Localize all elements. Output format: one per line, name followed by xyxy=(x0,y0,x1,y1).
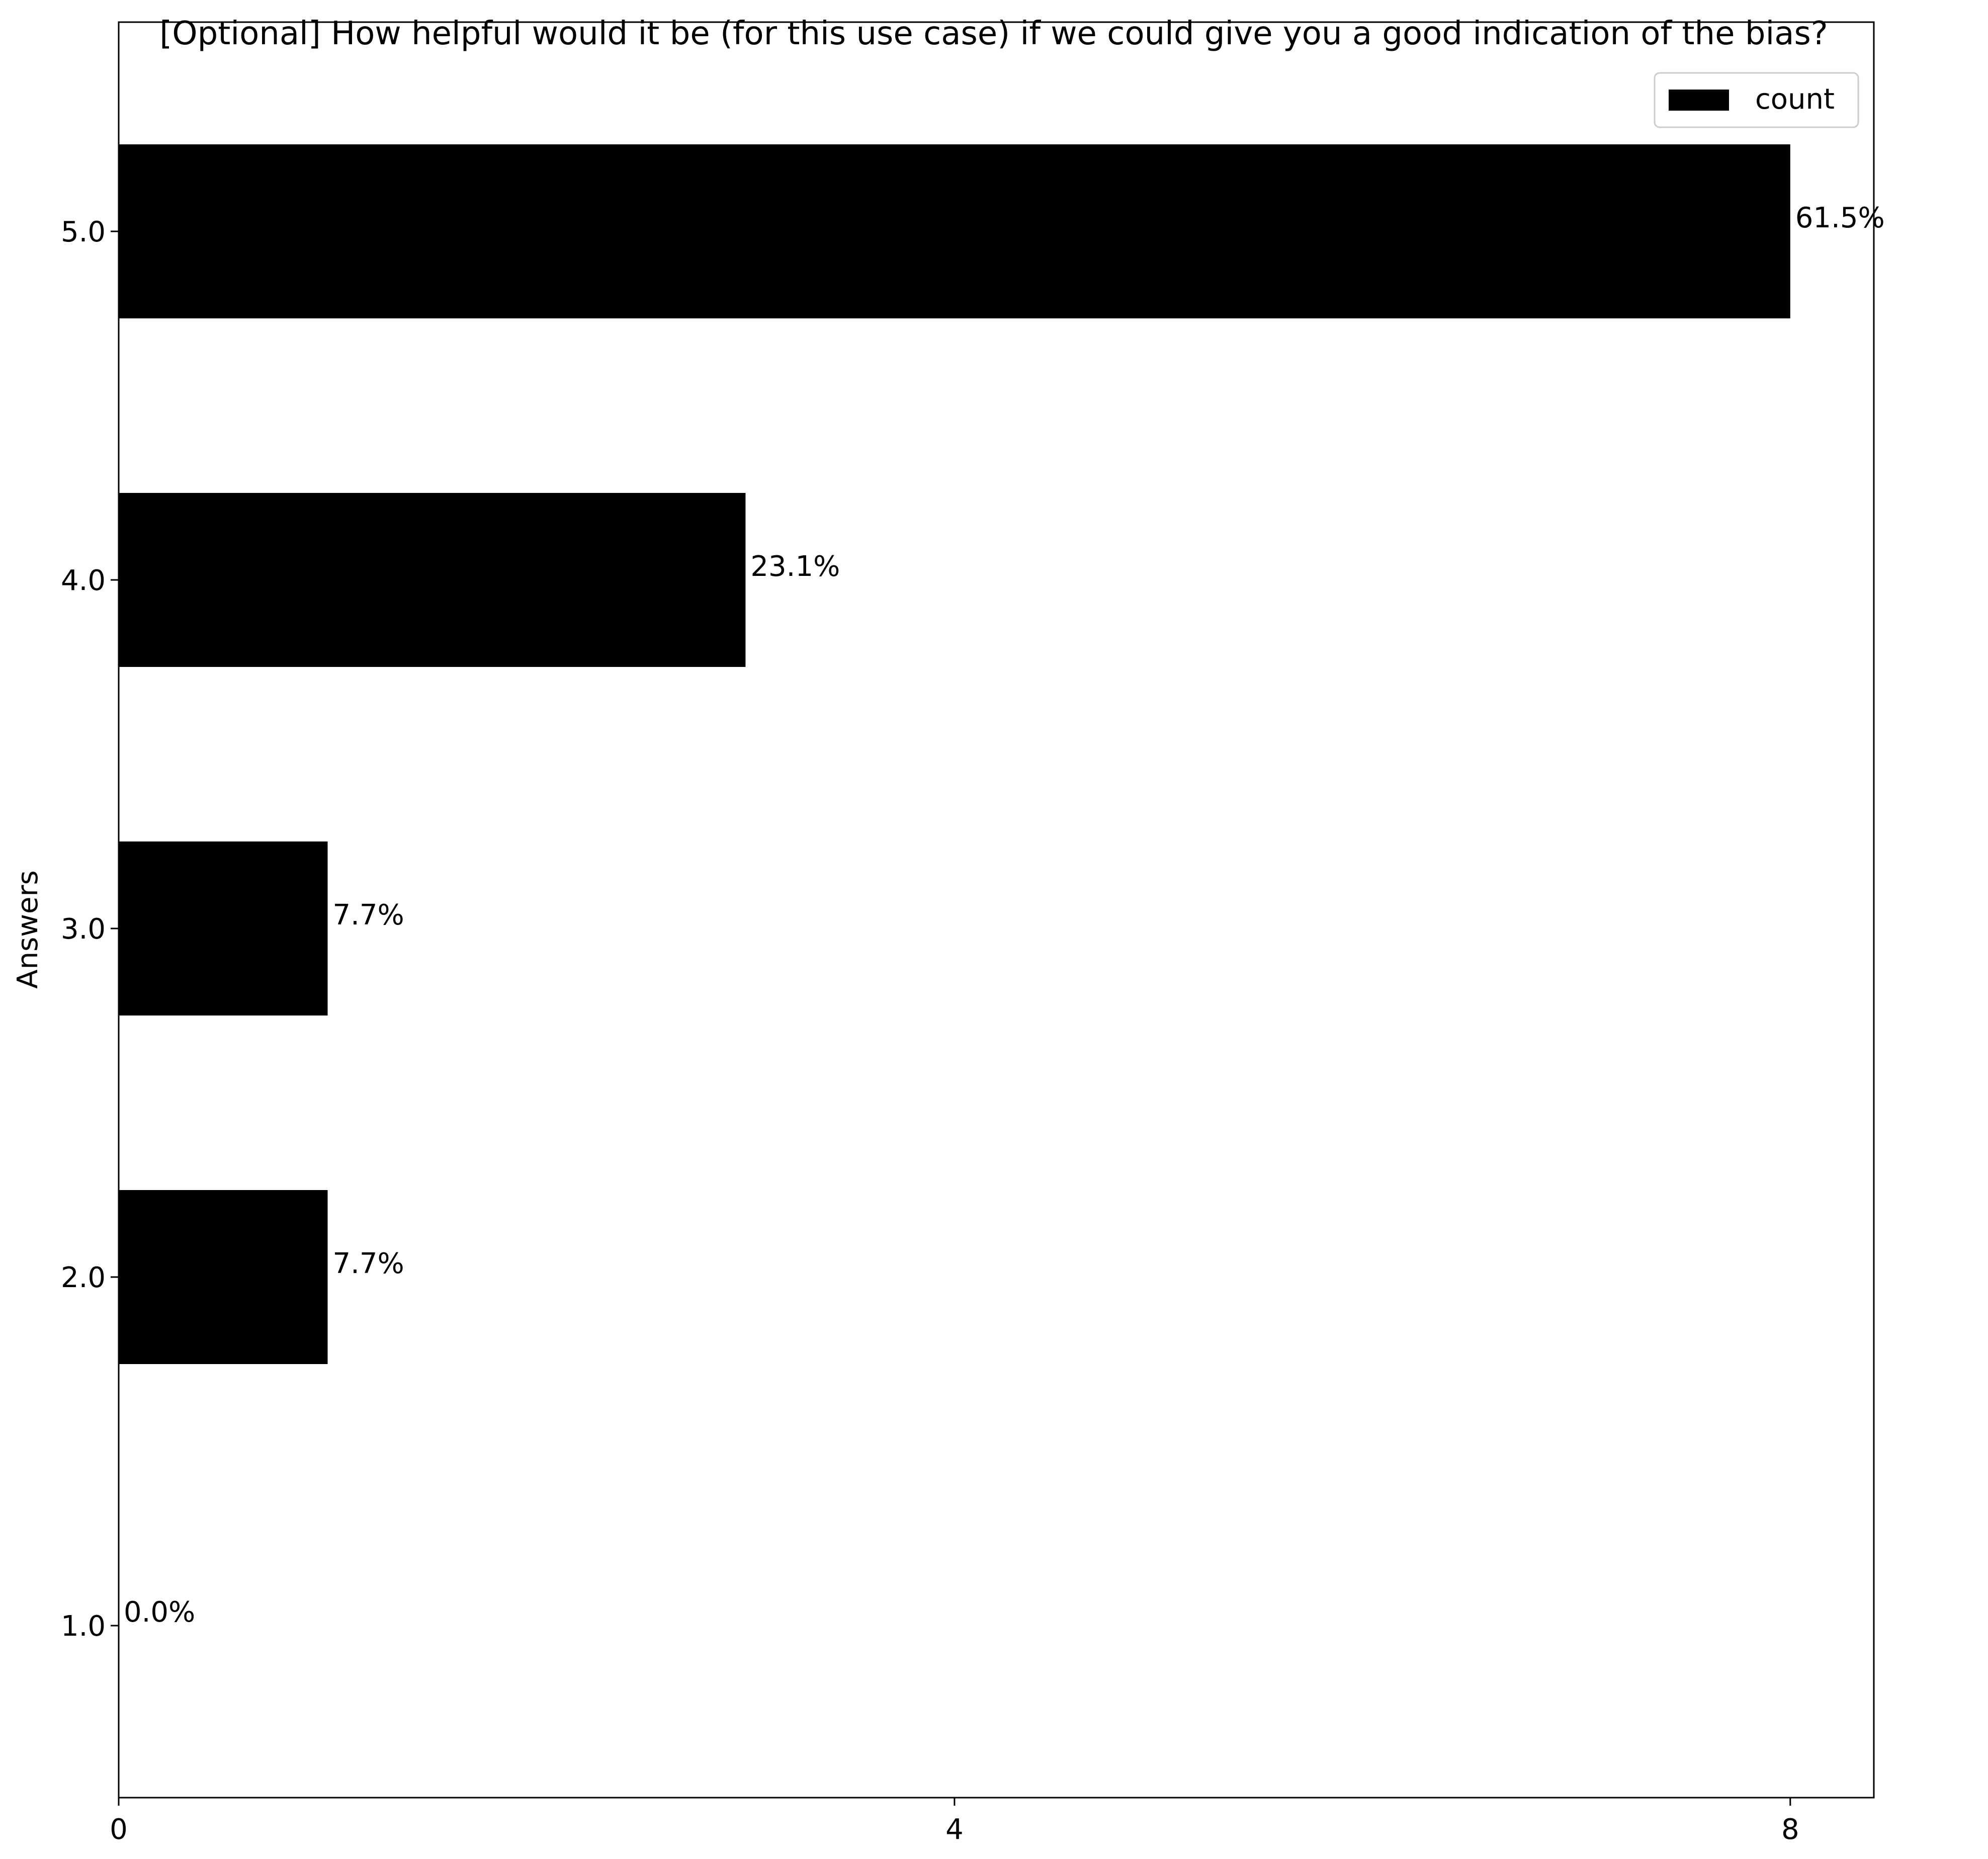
x-axis-ticks: 0 4 8 xyxy=(110,1798,1799,1846)
bar-2.0 xyxy=(119,1190,328,1364)
x-tick-label-0: 0 xyxy=(110,1813,128,1846)
plot-area: 0.0% 7.7% 7.7% 23.1% 61.5% 1.0 2.0 3.0 4.0 5.0 0… xyxy=(61,21,1885,1846)
bar-label-5.0: 61.5% xyxy=(1795,202,1885,234)
bar-label-4.0: 23.1% xyxy=(750,550,840,583)
legend-swatch xyxy=(1669,90,1729,111)
bar-labels: 0.0% 7.7% 7.7% 23.1% 61.5% xyxy=(124,202,1885,1629)
chart-title: [Optional] How helpful would it be (for … xyxy=(159,15,1828,52)
legend-entry-count: count xyxy=(1755,83,1835,116)
y-tick-label-2.0: 2.0 xyxy=(61,1261,106,1294)
y-axis-label: Answers xyxy=(12,870,44,988)
x-tick-label-8: 8 xyxy=(1781,1813,1799,1846)
legend: count xyxy=(1654,72,1859,128)
y-axis-ticks: 1.0 2.0 3.0 4.0 5.0 xyxy=(61,216,119,1643)
y-tick-label-5.0: 5.0 xyxy=(61,216,106,248)
y-tick-label-1.0: 1.0 xyxy=(61,1610,106,1643)
bar-label-2.0: 7.7% xyxy=(332,1247,404,1280)
bar-label-1.0: 0.0% xyxy=(124,1596,195,1629)
bar-5.0 xyxy=(119,144,1790,318)
bar-3.0 xyxy=(119,841,328,1016)
y-tick-label-4.0: 4.0 xyxy=(61,564,106,597)
x-tick-label-4: 4 xyxy=(945,1813,964,1846)
bar-label-3.0: 7.7% xyxy=(332,899,404,932)
y-tick-label-3.0: 3.0 xyxy=(61,913,106,946)
bars xyxy=(119,144,1790,1364)
bar-4.0 xyxy=(119,493,746,667)
legend-box xyxy=(1654,72,1859,128)
